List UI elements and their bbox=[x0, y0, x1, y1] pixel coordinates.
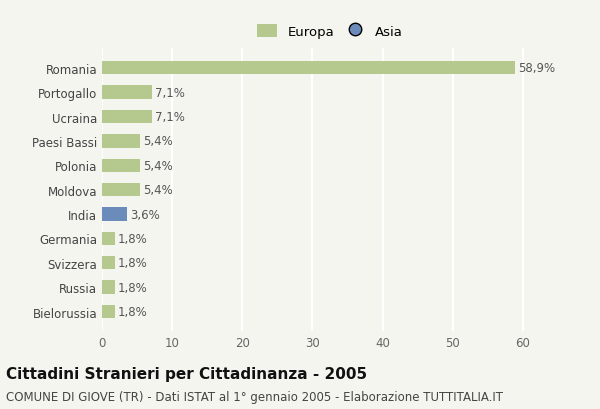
Text: COMUNE DI GIOVE (TR) - Dati ISTAT al 1° gennaio 2005 - Elaborazione TUTTITALIA.I: COMUNE DI GIOVE (TR) - Dati ISTAT al 1° … bbox=[6, 390, 503, 403]
Text: 58,9%: 58,9% bbox=[518, 62, 555, 75]
Text: 5,4%: 5,4% bbox=[143, 160, 172, 172]
Bar bbox=[102, 232, 115, 245]
Text: Cittadini Stranieri per Cittadinanza - 2005: Cittadini Stranieri per Cittadinanza - 2… bbox=[6, 366, 367, 381]
Text: 1,8%: 1,8% bbox=[118, 257, 147, 270]
Text: 7,1%: 7,1% bbox=[155, 86, 184, 99]
Bar bbox=[102, 62, 515, 75]
Text: 1,8%: 1,8% bbox=[118, 232, 147, 245]
Text: 5,4%: 5,4% bbox=[143, 135, 172, 148]
Bar bbox=[102, 135, 140, 148]
Bar bbox=[102, 256, 115, 270]
Text: 7,1%: 7,1% bbox=[155, 111, 184, 124]
Bar bbox=[102, 86, 152, 100]
Text: 3,6%: 3,6% bbox=[130, 208, 160, 221]
Legend: Europa, Asia: Europa, Asia bbox=[257, 25, 403, 39]
Bar bbox=[102, 208, 127, 221]
Bar bbox=[102, 305, 115, 319]
Bar bbox=[102, 159, 140, 173]
Bar bbox=[102, 184, 140, 197]
Text: 5,4%: 5,4% bbox=[143, 184, 172, 197]
Bar bbox=[102, 110, 152, 124]
Text: 1,8%: 1,8% bbox=[118, 305, 147, 318]
Text: 1,8%: 1,8% bbox=[118, 281, 147, 294]
Bar bbox=[102, 281, 115, 294]
